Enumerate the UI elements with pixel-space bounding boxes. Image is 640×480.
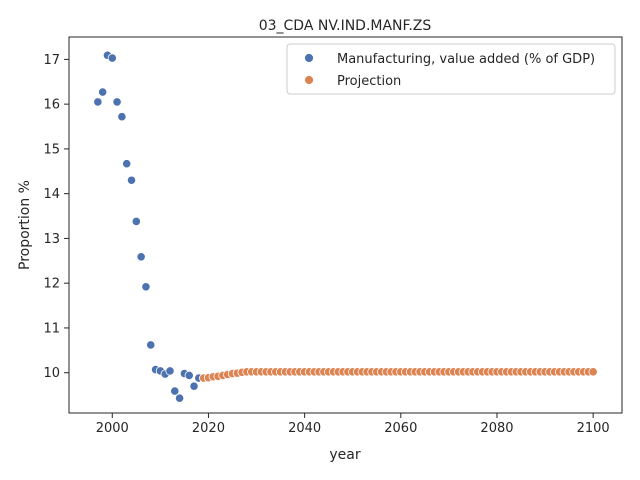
y-tick-label: 10 — [43, 366, 60, 381]
data-point — [136, 252, 146, 262]
x-tick-label: 2020 — [192, 421, 225, 436]
data-point — [131, 216, 141, 227]
y-axis-label: Proportion % — [17, 180, 33, 270]
data-point — [122, 159, 132, 169]
series-projection — [199, 367, 598, 383]
data-point — [588, 367, 598, 377]
data-point — [141, 282, 151, 292]
x-tick-label: 2080 — [480, 421, 513, 436]
data-point — [165, 366, 175, 376]
plot-area — [93, 50, 598, 403]
data-point — [126, 175, 137, 185]
y-tick-label: 12 — [43, 277, 60, 292]
data-point — [93, 97, 103, 107]
chart-title: 03_CDA NV.IND.MANF.ZS — [259, 18, 432, 34]
legend-marker-projection — [304, 75, 314, 85]
legend-label-projection: Projection — [337, 74, 401, 89]
y-tick-label: 14 — [43, 187, 60, 202]
x-tick-label: 2040 — [288, 421, 321, 436]
legend-marker-manufacturing — [304, 53, 314, 63]
data-point — [184, 370, 194, 380]
y-tick-label: 16 — [43, 98, 60, 113]
series-manufacturing — [93, 50, 204, 403]
data-point — [189, 381, 199, 391]
data-point — [117, 112, 127, 122]
legend-label-manufacturing: Manufacturing, value added (% of GDP) — [337, 52, 595, 67]
legend-box — [286, 43, 616, 95]
data-point — [107, 53, 117, 63]
y-tick-label: 17 — [43, 53, 60, 68]
data-point — [98, 87, 108, 97]
x-tick-label: 2060 — [384, 421, 417, 436]
legend: Manufacturing, value added (% of GDP) Pr… — [286, 43, 616, 95]
y-tick-label: 11 — [43, 321, 60, 336]
y-axis: 10 11 12 13 14 15 16 17 — [43, 53, 69, 381]
data-point — [170, 386, 180, 396]
data-point — [175, 393, 185, 403]
data-point — [112, 97, 122, 107]
x-tick-label: 2000 — [96, 421, 129, 436]
x-axis: 2000 2020 2040 2060 2080 2100 — [96, 413, 610, 436]
data-point — [146, 340, 156, 350]
y-tick-label: 13 — [43, 232, 60, 247]
y-tick-label: 15 — [43, 142, 60, 157]
x-tick-label: 2100 — [577, 421, 610, 436]
x-axis-label: year — [329, 447, 360, 463]
plot-frame — [68, 36, 623, 414]
